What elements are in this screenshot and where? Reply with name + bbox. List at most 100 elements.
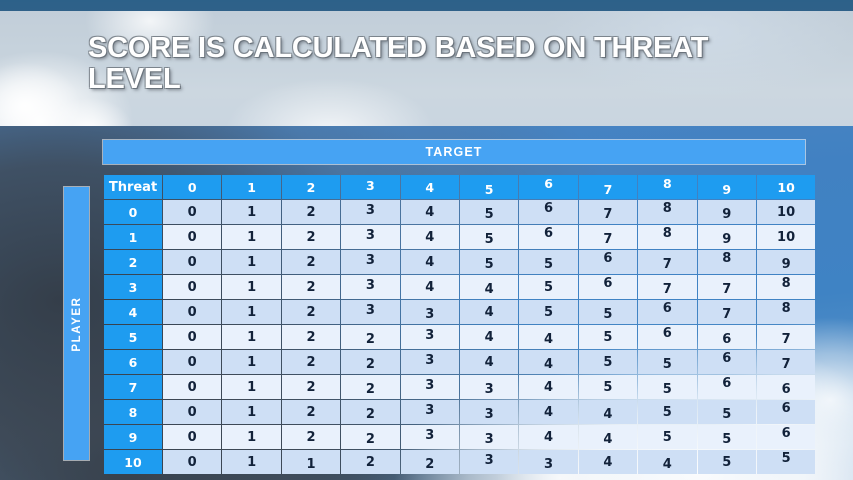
score-cell-value: 4	[603, 454, 613, 470]
score-cell-value: 6	[544, 200, 554, 216]
score-cell-value: 6	[781, 381, 791, 397]
score-cell-value: 2	[306, 429, 316, 445]
column-header-3: 3	[341, 175, 400, 199]
score-cell: 4	[459, 325, 519, 349]
score-cell: 4	[400, 200, 459, 224]
score-cell-value: 4	[544, 429, 554, 445]
score-cell: 2	[281, 325, 341, 349]
table-row: 1 0 1 2 3 4 5 6 7 8 9 10	[104, 225, 816, 249]
score-cell: 4	[519, 400, 578, 424]
score-cell-value: 5	[722, 406, 732, 422]
score-cell: 1	[222, 200, 281, 224]
column-header-2: 2	[281, 175, 341, 199]
score-cell: 9	[697, 200, 756, 224]
score-cell-value: 3	[365, 302, 375, 318]
score-cell-value: 7	[662, 256, 672, 272]
score-cell-value: 2	[306, 379, 316, 395]
score-cell: 3	[459, 425, 519, 449]
score-cell: 4	[638, 450, 697, 474]
score-cell-value: 5	[781, 450, 791, 466]
column-header-9: 9	[697, 175, 756, 199]
score-cell: 4	[519, 375, 578, 399]
column-header-8: 8	[638, 175, 697, 199]
score-cell: 5	[578, 375, 638, 399]
row-header-text: 10	[124, 454, 142, 470]
score-cell-value: 4	[425, 229, 435, 245]
score-cell-value: 5	[722, 454, 732, 470]
column-header-1: 1	[222, 175, 281, 199]
row-header-8: 8	[104, 400, 162, 424]
score-cell: 8	[756, 275, 816, 299]
score-cell-value: 3	[484, 381, 494, 397]
score-cell: 3	[459, 450, 519, 474]
score-cell-value: 2	[425, 456, 435, 472]
score-cell-value: 1	[247, 404, 257, 420]
matrix-corner-header-text: Threat	[108, 179, 158, 195]
score-cell: 4	[400, 250, 459, 274]
score-cell-value: 3	[365, 227, 375, 243]
table-row: 3 0 1 2 3 4 4 5 6 7 7 8	[104, 275, 816, 299]
row-header-3: 3	[104, 275, 162, 299]
score-cell: 9	[697, 225, 756, 249]
player-axis-label-text: PLAYER	[70, 295, 83, 352]
score-cell: 3	[400, 425, 459, 449]
table-row: 6 0 1 2 2 3 4 4 5 5 6 7	[104, 350, 816, 374]
title-band-clouds	[0, 11, 853, 126]
score-cell: 6	[519, 225, 578, 249]
score-cell: 3	[459, 375, 519, 399]
score-cell-value: 4	[484, 281, 494, 297]
row-header-10: 10	[104, 450, 162, 474]
score-cell: 3	[400, 350, 459, 374]
score-cell: 7	[578, 225, 638, 249]
table-header-row: Threat 0 1 2 3 4 5 6 7 8 9 10	[104, 175, 816, 199]
table-row: 5 0 1 2 2 3 4 4 5 6 6 7	[104, 325, 816, 349]
score-cell: 6	[519, 200, 578, 224]
score-cell: 2	[281, 300, 341, 324]
score-cell-value: 2	[306, 404, 316, 420]
score-cell-value: 2	[306, 279, 316, 295]
score-cell: 1	[222, 275, 281, 299]
score-cell: 6	[697, 350, 756, 374]
score-cell-value: 1	[306, 456, 316, 472]
score-cell: 6	[697, 375, 756, 399]
score-cell: 10	[756, 225, 816, 249]
score-cell: 1	[222, 325, 281, 349]
column-header-text: 0	[187, 179, 197, 195]
score-cell: 3	[400, 375, 459, 399]
score-cell-value: 2	[306, 204, 316, 220]
score-cell: 0	[163, 425, 222, 449]
score-cell: 1	[222, 450, 281, 474]
column-header-text: 4	[425, 179, 435, 195]
score-cell: 6	[697, 325, 756, 349]
score-cell-value: 5	[662, 356, 672, 372]
score-cell: 5	[519, 250, 578, 274]
score-cell-value: 5	[662, 429, 672, 445]
score-cell: 3	[400, 400, 459, 424]
row-header-text: 0	[128, 204, 138, 220]
score-cell: 7	[756, 325, 816, 349]
column-header-text: 6	[544, 175, 553, 191]
score-cell-value: 1	[247, 204, 257, 220]
score-cell: 5	[697, 450, 756, 474]
score-cell-value: 5	[662, 381, 672, 397]
score-cell: 5	[638, 425, 697, 449]
score-cell: 2	[341, 375, 400, 399]
score-cell-value: 2	[365, 431, 375, 447]
score-cell: 1	[222, 300, 281, 324]
score-cell: 7	[697, 275, 756, 299]
score-cell-value: 4	[544, 356, 554, 372]
row-header-4: 4	[104, 300, 162, 324]
score-cell-value: 4	[603, 406, 613, 422]
table-row: 9 0 1 2 2 3 3 4 4 5 5 6	[104, 425, 816, 449]
score-cell-value: 5	[603, 306, 613, 322]
score-cell: 0	[163, 325, 222, 349]
score-cell-value: 5	[544, 279, 554, 295]
score-cell-value: 0	[187, 454, 197, 470]
row-header-text: 2	[128, 254, 138, 270]
score-cell-value: 7	[781, 356, 791, 372]
table-row: 8 0 1 2 2 3 3 4 4 5 5 6	[104, 400, 816, 424]
score-cell: 10	[756, 200, 816, 224]
score-cell: 2	[281, 250, 341, 274]
score-cell: 2	[281, 275, 341, 299]
score-cell-value: 6	[781, 400, 791, 416]
